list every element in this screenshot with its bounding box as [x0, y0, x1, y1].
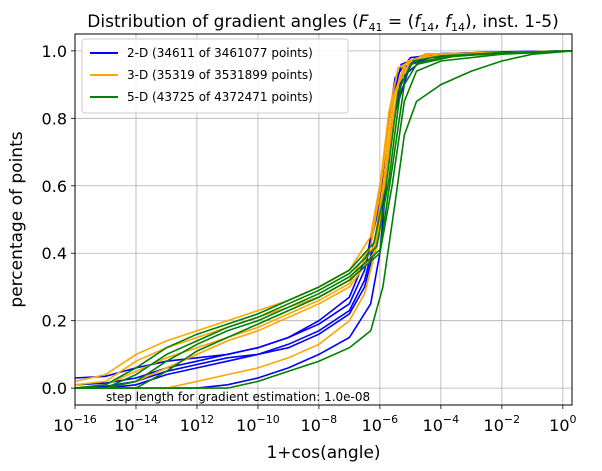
legend: 2-D (34611 of 3461077 points) 3-D (35319 … — [81, 38, 349, 114]
x-tick-label: 10−10 — [236, 413, 280, 435]
annotation: step length for gradient estimation: 1.0… — [106, 390, 370, 404]
series-line — [75, 50, 573, 389]
plot-frame — [74, 33, 573, 406]
chart-title: Distribution of gradient angles (F41 = (… — [87, 12, 558, 34]
legend-box — [81, 38, 349, 114]
y-tick-label: 0.4 — [42, 244, 67, 263]
series-line — [75, 50, 573, 389]
x-tick-label: 10−2 — [484, 413, 521, 435]
x-tick-label: 10−6 — [362, 413, 399, 435]
x-tick-label: 10−8 — [301, 413, 338, 435]
legend-label: 2-D (34611 of 3461077 points) — [127, 46, 313, 60]
series-layer — [74, 50, 573, 389]
x-tick-label: 10−14 — [114, 413, 158, 435]
series-line — [75, 50, 573, 389]
legend-label: 5-D (43725 of 4372471 points) — [127, 90, 313, 104]
y-tick-label: 1.0 — [42, 42, 67, 61]
y-tick-label: 0.0 — [42, 379, 67, 398]
x-axis-label: 1+cos(angle) — [266, 443, 380, 463]
x-tick-label: 10−4 — [423, 413, 460, 435]
x-tick-label: 100 — [549, 413, 576, 435]
y-axis-label: percentage of points — [7, 131, 27, 307]
x-tick-label: 1012 — [180, 413, 214, 435]
y-tick-label: 0.6 — [42, 177, 67, 196]
y-axis: 0.0 0.2 0.4 0.6 0.8 1.0 — [42, 42, 75, 398]
series-line — [74, 50, 573, 389]
x-axis: 10−16 10−14 1012 10−10 10−8 10−6 10−4 10−2 100 — [53, 405, 577, 435]
x-tick-label: 10−16 — [53, 413, 97, 435]
legend-label: 3-D (35319 of 3531899 points) — [127, 68, 313, 82]
y-tick-label: 0.2 — [42, 312, 67, 331]
y-tick-label: 0.8 — [42, 109, 67, 128]
series-line — [75, 50, 573, 389]
